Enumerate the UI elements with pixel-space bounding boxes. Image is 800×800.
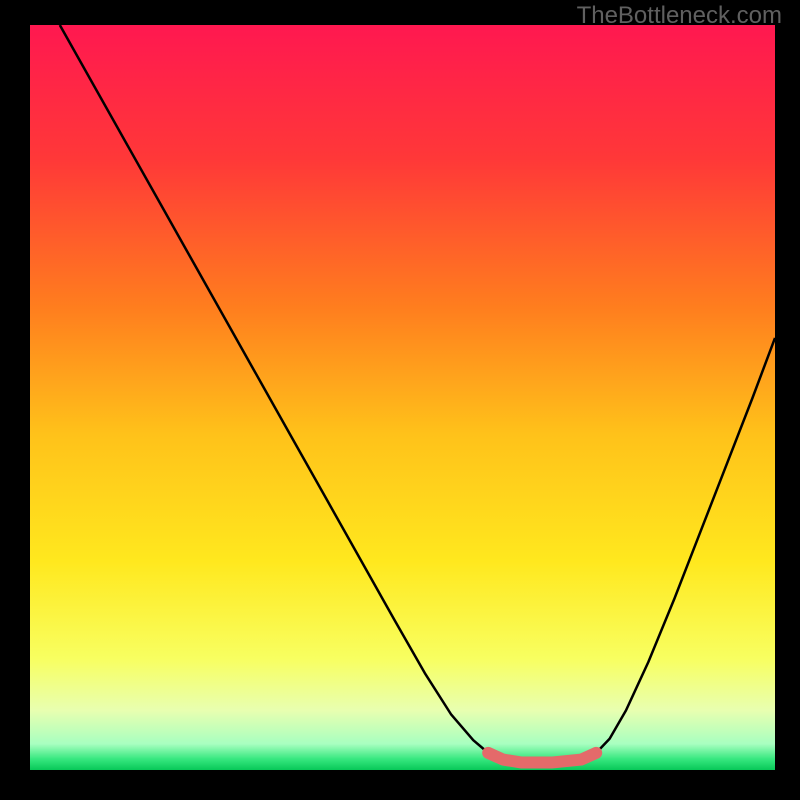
- watermark-text: TheBottleneck.com: [577, 2, 782, 30]
- plot-background: [30, 25, 775, 770]
- chart-svg: [0, 0, 800, 800]
- stage: TheBottleneck.com: [0, 0, 800, 800]
